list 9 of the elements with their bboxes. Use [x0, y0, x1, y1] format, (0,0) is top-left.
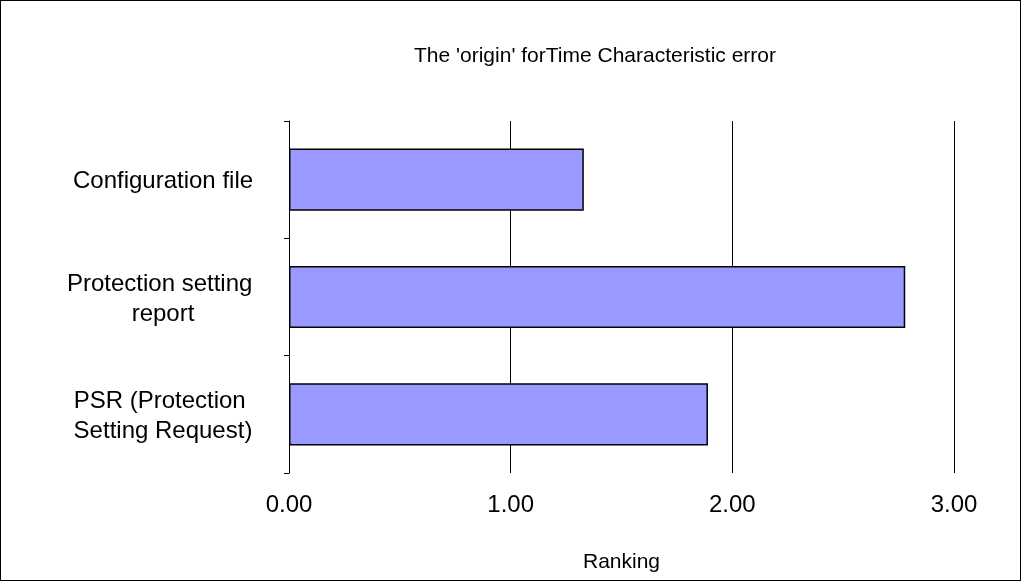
chart-title: The 'origin' forTime Characteristic error — [413, 43, 777, 66]
x-axis-title: Ranking — [582, 549, 661, 572]
y-tick-label: Protection setting report — [66, 268, 260, 326]
x-tick-label: 3.00 — [930, 489, 978, 517]
y-tick-label: Configuration file — [72, 166, 254, 194]
y-tick-label: PSR (Protection Setting Request) — [73, 385, 253, 443]
x-tick-label: 1.00 — [487, 489, 535, 517]
x-tick-label: 2.00 — [708, 489, 756, 517]
x-tick-label: 0.00 — [265, 489, 313, 517]
